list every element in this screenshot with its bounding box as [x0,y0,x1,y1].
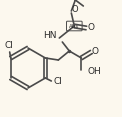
Text: Cl: Cl [54,77,63,86]
Text: O: O [92,48,99,57]
Text: HN: HN [43,31,56,40]
Text: Cl: Cl [4,40,13,49]
Text: OH: OH [87,68,101,77]
Text: O: O [71,4,78,13]
Text: Abs: Abs [69,24,79,29]
FancyBboxPatch shape [66,21,82,31]
Text: O: O [88,24,95,33]
